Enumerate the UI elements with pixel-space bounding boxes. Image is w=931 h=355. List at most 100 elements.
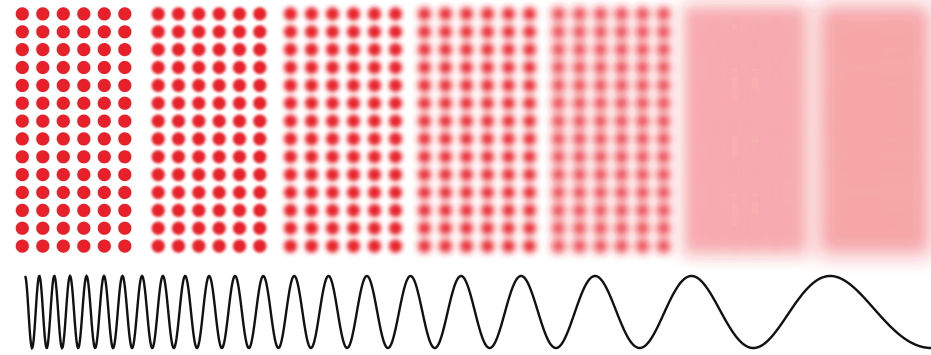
dot xyxy=(151,239,165,253)
dot xyxy=(656,25,671,39)
dot xyxy=(346,203,361,217)
dot xyxy=(820,60,835,75)
dot xyxy=(896,7,910,21)
dot xyxy=(417,96,432,110)
dot xyxy=(480,203,495,217)
dot xyxy=(388,25,403,39)
dot xyxy=(388,7,403,21)
dot xyxy=(325,78,340,92)
dot xyxy=(438,7,453,21)
dot xyxy=(686,60,700,75)
dot xyxy=(728,7,742,21)
dot xyxy=(896,96,910,110)
dot xyxy=(707,150,721,164)
dot xyxy=(97,168,111,182)
dot xyxy=(820,185,835,200)
dot xyxy=(614,132,629,146)
dot xyxy=(480,132,495,146)
dot xyxy=(656,221,671,235)
dot xyxy=(820,239,835,253)
dot xyxy=(253,114,267,128)
dot xyxy=(118,114,132,128)
dot xyxy=(769,150,783,164)
dot xyxy=(896,185,910,200)
dot xyxy=(480,96,495,110)
dot xyxy=(748,60,762,75)
dot xyxy=(820,168,835,182)
dot xyxy=(171,114,186,128)
dot xyxy=(36,60,50,75)
dot xyxy=(707,168,721,182)
dot xyxy=(346,132,361,146)
dot xyxy=(438,114,453,128)
dot xyxy=(36,114,50,128)
dot xyxy=(367,185,382,200)
dot xyxy=(77,114,91,128)
dot xyxy=(656,168,671,182)
dot xyxy=(212,114,226,128)
dot xyxy=(858,78,872,92)
dot xyxy=(346,168,361,182)
dot xyxy=(593,203,608,217)
dot xyxy=(572,7,587,21)
dot xyxy=(656,203,671,217)
dot xyxy=(77,203,91,217)
dot xyxy=(614,150,629,164)
dot xyxy=(635,114,650,128)
dot xyxy=(192,221,206,235)
dot xyxy=(480,60,495,75)
dot xyxy=(593,96,608,110)
dot xyxy=(15,43,29,57)
dot xyxy=(171,239,186,253)
dot xyxy=(839,168,853,182)
dot-panel xyxy=(417,7,537,253)
dot xyxy=(388,239,403,253)
dot xyxy=(192,185,206,200)
dot xyxy=(614,114,629,128)
dot xyxy=(97,114,111,128)
dot xyxy=(325,150,340,164)
dot xyxy=(15,25,29,39)
dot xyxy=(728,25,742,39)
dot xyxy=(839,185,853,200)
dot-panel xyxy=(151,7,267,253)
dot xyxy=(501,221,516,235)
dot xyxy=(707,96,721,110)
dot xyxy=(459,221,474,235)
dot xyxy=(593,43,608,57)
dot xyxy=(253,132,267,146)
dot xyxy=(686,132,700,146)
dot xyxy=(325,203,340,217)
dot xyxy=(877,25,891,39)
dot xyxy=(325,132,340,146)
dot xyxy=(858,60,872,75)
dot xyxy=(283,78,298,92)
dot xyxy=(36,203,50,217)
dot xyxy=(388,60,403,75)
dot xyxy=(877,185,891,200)
dot xyxy=(769,221,783,235)
dot xyxy=(480,150,495,164)
dot xyxy=(97,43,111,57)
dot xyxy=(522,221,537,235)
dot xyxy=(304,43,319,57)
dot xyxy=(858,132,872,146)
dot xyxy=(769,25,783,39)
dot xyxy=(820,114,835,128)
dot xyxy=(635,239,650,253)
dot xyxy=(171,7,186,21)
dot xyxy=(459,203,474,217)
dot xyxy=(877,203,891,217)
dot xyxy=(192,7,206,21)
dot xyxy=(614,203,629,217)
dot xyxy=(77,185,91,200)
dot xyxy=(572,114,587,128)
dot xyxy=(232,221,247,235)
dot xyxy=(522,7,537,21)
dot xyxy=(438,43,453,57)
dot xyxy=(656,114,671,128)
dot xyxy=(367,132,382,146)
dot xyxy=(118,132,132,146)
dot xyxy=(572,25,587,39)
dot xyxy=(728,114,742,128)
